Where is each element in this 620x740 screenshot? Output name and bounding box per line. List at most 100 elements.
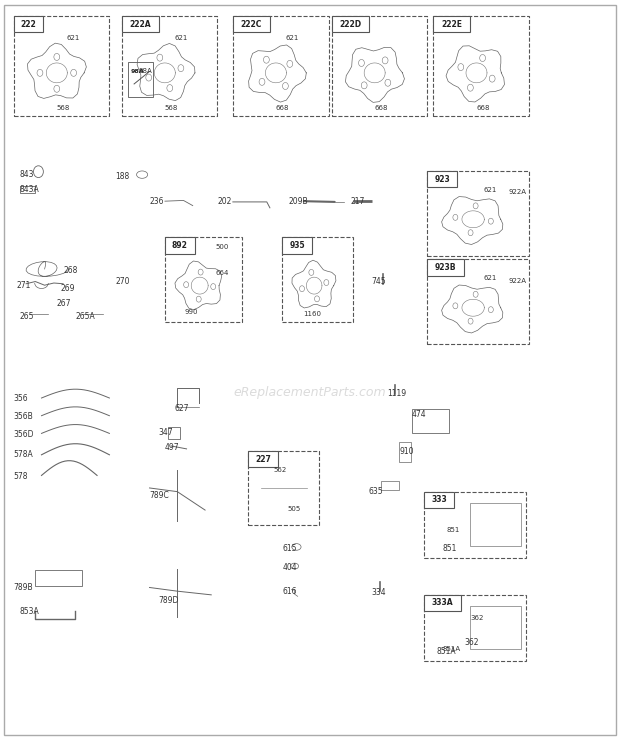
Bar	[427, 260, 464, 275]
Bar	[381, 481, 399, 490]
Bar	[122, 16, 218, 115]
Text: 334: 334	[372, 588, 386, 597]
Text: 615: 615	[282, 544, 297, 553]
Text: 268: 268	[63, 266, 78, 275]
Text: 635: 635	[369, 487, 383, 496]
Text: 227: 227	[255, 454, 271, 464]
Bar	[165, 238, 195, 254]
Text: 562: 562	[273, 466, 286, 473]
Text: 236: 236	[149, 198, 164, 206]
Bar	[424, 595, 526, 662]
Bar	[433, 16, 529, 115]
Text: 851A: 851A	[436, 647, 456, 656]
Text: 922A: 922A	[509, 189, 527, 195]
Bar	[282, 238, 312, 254]
Text: 505: 505	[287, 505, 301, 511]
Text: 578: 578	[14, 472, 29, 482]
Text: 851: 851	[446, 527, 460, 533]
Text: 935: 935	[289, 241, 305, 250]
Text: 843A: 843A	[20, 185, 40, 194]
Text: 664: 664	[215, 270, 229, 276]
Text: 568: 568	[165, 104, 178, 111]
Text: 668: 668	[477, 104, 490, 111]
Text: 222D: 222D	[339, 20, 361, 29]
Text: 853A: 853A	[20, 608, 40, 616]
Text: 362: 362	[470, 615, 484, 621]
Text: 851: 851	[443, 544, 457, 553]
Text: 843: 843	[20, 170, 34, 179]
Text: 1119: 1119	[387, 389, 406, 398]
Text: 568: 568	[57, 104, 70, 111]
Text: 668: 668	[276, 104, 290, 111]
Text: 500: 500	[215, 244, 229, 250]
Text: 356: 356	[14, 394, 29, 403]
Text: 267: 267	[57, 299, 71, 308]
Text: 578A: 578A	[14, 450, 33, 460]
Bar	[35, 570, 82, 586]
Text: 910: 910	[399, 447, 414, 456]
Text: 404: 404	[282, 563, 297, 572]
Text: 621: 621	[285, 35, 299, 41]
Bar	[427, 171, 457, 187]
Text: 621: 621	[483, 186, 497, 192]
Text: 1160: 1160	[304, 311, 322, 317]
Text: 990: 990	[184, 309, 198, 315]
Text: 922A: 922A	[509, 278, 527, 283]
Text: 271: 271	[17, 280, 31, 290]
Text: 333: 333	[431, 495, 447, 504]
Text: 616: 616	[282, 587, 297, 596]
Text: 269: 269	[60, 284, 74, 293]
Bar	[14, 16, 109, 115]
Bar	[14, 16, 43, 33]
Bar	[427, 171, 529, 256]
Bar	[282, 238, 353, 322]
Bar	[424, 595, 461, 611]
Bar	[248, 451, 278, 468]
Text: 98A: 98A	[130, 69, 144, 74]
Text: eReplacementParts.com: eReplacementParts.com	[234, 386, 386, 399]
Bar	[248, 451, 319, 525]
Text: 222C: 222C	[241, 20, 262, 29]
Text: 362: 362	[464, 639, 479, 648]
Text: 333A: 333A	[432, 599, 453, 608]
Bar	[470, 503, 521, 546]
Text: 265: 265	[20, 312, 34, 321]
Bar	[165, 238, 242, 322]
Text: 222E: 222E	[441, 20, 463, 29]
Text: 188: 188	[115, 172, 130, 181]
Text: 474: 474	[412, 410, 427, 419]
Text: 209B: 209B	[288, 198, 308, 206]
Bar	[399, 442, 410, 462]
Bar	[233, 16, 270, 33]
Text: 923: 923	[434, 175, 450, 184]
Text: 621: 621	[174, 35, 188, 41]
Text: 356B: 356B	[14, 412, 33, 421]
Bar	[470, 606, 521, 649]
Text: 621: 621	[66, 35, 80, 41]
Text: 270: 270	[115, 277, 130, 286]
Text: 347: 347	[159, 428, 174, 437]
Text: 222: 222	[20, 20, 37, 29]
Bar	[424, 491, 454, 508]
Bar	[122, 16, 159, 33]
Text: 668: 668	[374, 104, 388, 111]
Bar	[168, 427, 180, 439]
Text: 265A: 265A	[76, 312, 95, 321]
Bar	[424, 491, 526, 558]
Text: 789C: 789C	[149, 491, 169, 500]
Text: 202: 202	[218, 198, 232, 206]
Text: 789D: 789D	[159, 596, 179, 605]
Bar	[412, 409, 449, 433]
Text: 892: 892	[172, 241, 188, 250]
Text: 98A: 98A	[139, 68, 153, 74]
Bar	[128, 62, 153, 97]
Bar	[427, 260, 529, 344]
Bar	[332, 16, 369, 33]
Bar	[233, 16, 329, 115]
Text: 222A: 222A	[130, 20, 151, 29]
Bar	[433, 16, 471, 33]
Text: 627: 627	[174, 404, 188, 413]
Text: 356D: 356D	[14, 430, 34, 439]
Text: 497: 497	[165, 443, 180, 452]
Text: 851A: 851A	[443, 646, 461, 652]
